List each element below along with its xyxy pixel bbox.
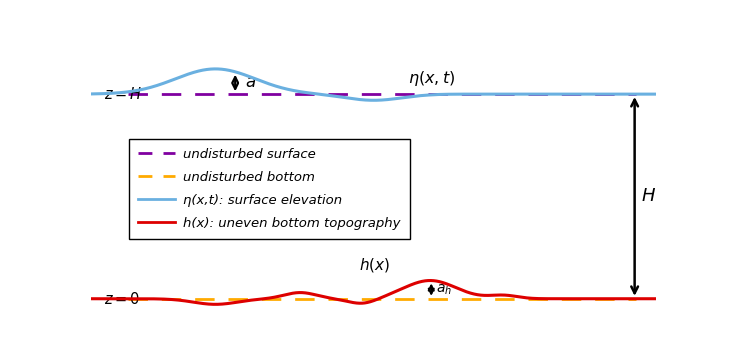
Text: $h(x)$: $h(x)$ [359,256,391,273]
Text: $z = 0$: $z = 0$ [104,291,140,307]
Text: $H$: $H$ [642,187,656,205]
Text: $\eta(x,t)$: $\eta(x,t)$ [408,69,455,88]
Text: $a$: $a$ [246,72,257,91]
Text: $z = H$: $z = H$ [104,86,142,102]
Text: $a_h$: $a_h$ [436,282,452,297]
Legend: undisturbed surface, undisturbed bottom, η(x,t): surface elevation, h(x): uneven: undisturbed surface, undisturbed bottom,… [129,139,410,239]
